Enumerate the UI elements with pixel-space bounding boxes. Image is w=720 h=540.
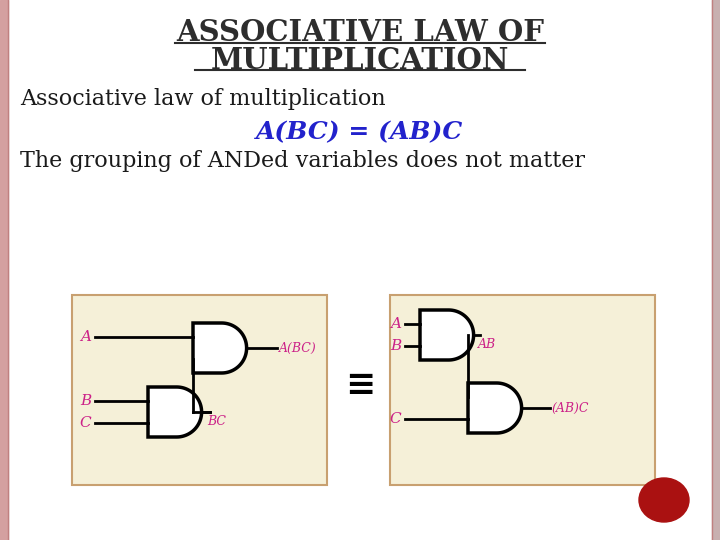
Bar <box>72 295 327 485</box>
Text: ≡: ≡ <box>345 368 375 402</box>
Text: A(BC) = (AB)C: A(BC) = (AB)C <box>256 120 464 144</box>
Text: BC: BC <box>207 415 227 428</box>
Polygon shape <box>420 310 474 360</box>
Text: The grouping of ANDed variables does not matter: The grouping of ANDed variables does not… <box>20 150 585 172</box>
Text: A: A <box>390 317 401 330</box>
Text: A(BC): A(BC) <box>279 341 316 354</box>
Ellipse shape <box>639 478 689 522</box>
Polygon shape <box>193 323 246 373</box>
Text: ASSOCIATIVE LAW OF: ASSOCIATIVE LAW OF <box>176 18 544 47</box>
Text: AB: AB <box>477 338 496 351</box>
Text: (AB)C: (AB)C <box>552 402 589 415</box>
Bar <box>712 0 720 540</box>
Text: MULTIPLICATION: MULTIPLICATION <box>211 46 509 75</box>
Text: B: B <box>80 394 91 408</box>
Text: A: A <box>80 330 91 344</box>
Text: C: C <box>390 412 401 426</box>
Text: C: C <box>79 416 91 430</box>
Bar <box>390 295 655 485</box>
Polygon shape <box>148 387 202 437</box>
Text: B: B <box>390 339 401 353</box>
Bar <box>0 0 8 540</box>
Polygon shape <box>468 383 521 433</box>
Text: Associative law of multiplication: Associative law of multiplication <box>20 88 386 110</box>
